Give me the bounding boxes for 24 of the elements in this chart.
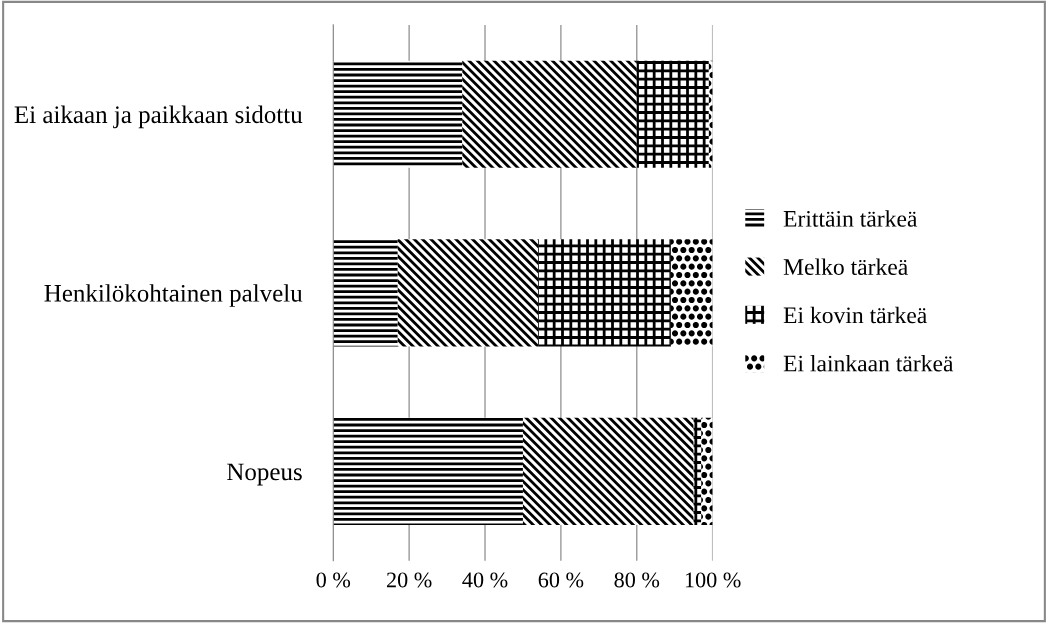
bar bbox=[670, 239, 713, 347]
bar bbox=[333, 60, 463, 168]
x-tick-label: 20 % bbox=[386, 572, 432, 588]
bar bbox=[333, 417, 523, 525]
bar bbox=[333, 239, 398, 347]
bar bbox=[636, 60, 709, 168]
x-tick-label: 100 % bbox=[685, 572, 741, 588]
legend-label: Melko tärkeä bbox=[783, 258, 908, 276]
x-tick-label: 40 % bbox=[462, 572, 508, 588]
bar bbox=[701, 417, 713, 525]
x-tick-label: 0 % bbox=[316, 572, 351, 588]
x-tick-label: 60 % bbox=[538, 572, 584, 588]
y-tick-label: Henkilökohtainen palvelu bbox=[44, 284, 303, 307]
y-tick-label: Nopeus bbox=[227, 463, 302, 486]
bar bbox=[397, 239, 539, 347]
legend-label: Ei kovin tärkeä bbox=[783, 306, 927, 324]
bar bbox=[522, 417, 694, 525]
bar bbox=[538, 239, 671, 347]
x-tick-label: 80 % bbox=[614, 572, 660, 588]
y-tick-label: Ei aikaan ja paikkaan sidottu bbox=[14, 105, 303, 129]
legend-label: Erittäin tärkeä bbox=[783, 210, 918, 227]
bar bbox=[693, 417, 702, 525]
bar bbox=[462, 60, 637, 168]
legend-label: Ei lainkaan tärkeä bbox=[783, 354, 954, 372]
